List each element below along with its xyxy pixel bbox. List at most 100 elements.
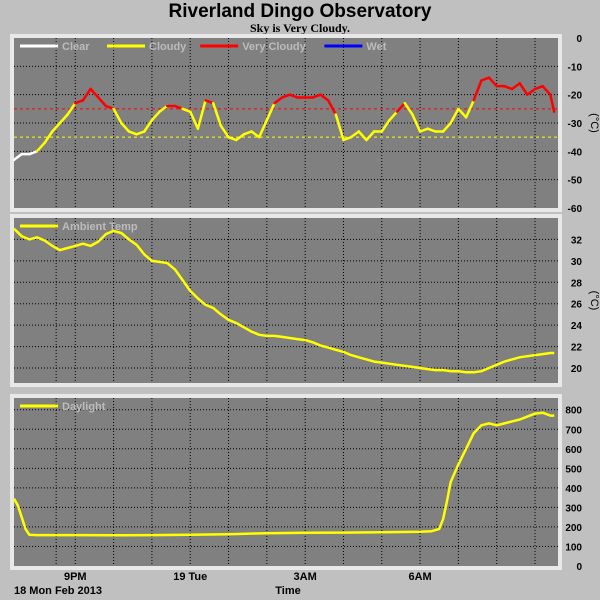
sky-series-segment xyxy=(526,87,537,96)
sky-series-segment xyxy=(388,110,399,122)
y-tick-label: -40 xyxy=(568,147,583,158)
sky-series-segment xyxy=(464,99,475,119)
y-tick-label: 26 xyxy=(571,300,583,311)
sky-series-segment xyxy=(35,141,46,153)
sky-series-segment xyxy=(43,130,54,145)
sky-series-segment xyxy=(12,152,23,162)
y-tick-label: 32 xyxy=(571,235,583,246)
sky-series-segment xyxy=(257,118,269,139)
sky-series-segment xyxy=(288,93,299,99)
x-tick-label: 9PM xyxy=(64,571,87,583)
sky-series-segment xyxy=(457,107,468,119)
sky-series-segment xyxy=(181,107,192,113)
sky-series-segment xyxy=(311,93,322,99)
y-tick-label: 500 xyxy=(565,464,582,475)
legend-label: Cloudy xyxy=(149,41,187,53)
sky-series-segment xyxy=(265,101,276,122)
sky-series-segment xyxy=(97,96,108,108)
sky-series-segment xyxy=(127,130,138,136)
legend-label: Ambient Temp xyxy=(62,221,138,233)
sky-series-segment xyxy=(227,135,238,142)
sky-series-segment xyxy=(28,150,39,156)
sky-series-segment xyxy=(250,130,261,139)
sky-series-segment xyxy=(58,113,69,125)
plot-area xyxy=(14,218,558,383)
sky-series-segment xyxy=(242,130,253,136)
sky-series-segment xyxy=(533,84,544,91)
legend-label: Daylight xyxy=(62,401,106,413)
y-tick-label: 0 xyxy=(576,34,582,45)
legend-item: Clear xyxy=(20,41,90,53)
y-tick-label: -50 xyxy=(568,176,583,187)
page-title: Riverland Dingo Observatory xyxy=(168,1,432,22)
sky-series-segment xyxy=(411,113,422,133)
sky-series-segment xyxy=(380,118,391,133)
y-tick-label: 300 xyxy=(565,503,582,514)
sky-series-segment xyxy=(81,87,92,102)
y-tick-label: -10 xyxy=(568,62,583,73)
y-tick-label: -30 xyxy=(568,119,583,130)
legend-label: Wet xyxy=(366,41,386,53)
ambient-temperature-panel: 32 30 28 26 24 22 20 (°C) Ambient Temp xyxy=(10,214,600,387)
y-tick-label: 600 xyxy=(565,445,582,456)
y-tick-label: 400 xyxy=(565,484,582,495)
sky-temperature-panel: 0 -10 -20 -30 -40 -50 -60 (°C) Clear Cloudy Very C… xyxy=(10,34,600,215)
sky-series-segment xyxy=(112,107,123,125)
legend-label: Clear xyxy=(62,41,90,53)
y-tick-label: 22 xyxy=(571,343,583,354)
sky-series-segment xyxy=(334,113,345,142)
sky-series-segment xyxy=(173,104,184,111)
series-line-ambient-temp xyxy=(13,227,555,374)
sky-series-segment xyxy=(503,84,514,91)
y-tick-label: 0 xyxy=(576,562,582,573)
x-tick-label: 3AM xyxy=(294,571,317,583)
legend-item: Daylight xyxy=(20,401,106,413)
sky-series-segment xyxy=(426,127,437,133)
x-tick-label: 6AM xyxy=(408,571,431,583)
sky-series-segment xyxy=(549,93,556,113)
y-tick-label: 30 xyxy=(571,257,583,268)
y-tick-label: 100 xyxy=(565,542,582,553)
sky-series-segment xyxy=(74,99,85,105)
sky-series-segment xyxy=(158,104,169,113)
sky-series-segment xyxy=(403,101,414,116)
legend-item: Very Cloudy xyxy=(200,41,307,53)
sky-series-segment xyxy=(219,124,230,139)
sky-series-segment xyxy=(472,79,483,102)
sky-series-segment xyxy=(441,121,452,133)
y-axis-label: (°C) xyxy=(588,291,600,311)
sky-series-segment xyxy=(487,76,498,88)
sky-series-segment xyxy=(280,93,292,99)
sky-series-segment xyxy=(449,107,460,125)
series-line-daylight xyxy=(12,411,555,537)
sky-series-segment xyxy=(120,121,131,133)
y-tick-label: -60 xyxy=(568,204,583,215)
legend-item: Cloudy xyxy=(107,41,187,53)
y-tick-label: 24 xyxy=(571,321,583,332)
legend-item: Ambient Temp xyxy=(20,221,138,233)
sky-series-segment xyxy=(342,135,353,142)
sky-series-segment xyxy=(196,99,207,130)
y-tick-label: 700 xyxy=(565,425,582,436)
sky-series-segment xyxy=(89,87,100,99)
sky-series-segment xyxy=(211,101,223,128)
sky-series-segment xyxy=(510,82,521,91)
daylight-panel: 800 700 600 500 400 300 200 100 0 Daylight xyxy=(10,394,582,573)
sky-series-segment xyxy=(188,110,200,130)
sky-series-segment xyxy=(418,127,429,133)
date-label: 18 Mon Feb 2013 xyxy=(14,585,102,597)
legend-item: Wet xyxy=(324,41,387,53)
y-tick-label: 200 xyxy=(565,523,582,534)
sky-series-segment xyxy=(143,118,154,133)
sky-series-segment xyxy=(480,76,491,82)
sky-status-subtitle: Sky is Very Cloudy. xyxy=(249,21,351,35)
sky-series-segment xyxy=(357,130,368,142)
sky-series-segment xyxy=(135,130,146,136)
time-axis: 9PM 19 Tue 3AM 6AM xyxy=(64,571,432,583)
y-tick-label: 20 xyxy=(571,364,583,375)
sky-series-segment xyxy=(234,133,246,142)
sky-series-segment xyxy=(150,110,161,122)
legend-label: Very Cloudy xyxy=(242,41,306,53)
y-tick-label: 800 xyxy=(565,406,582,417)
